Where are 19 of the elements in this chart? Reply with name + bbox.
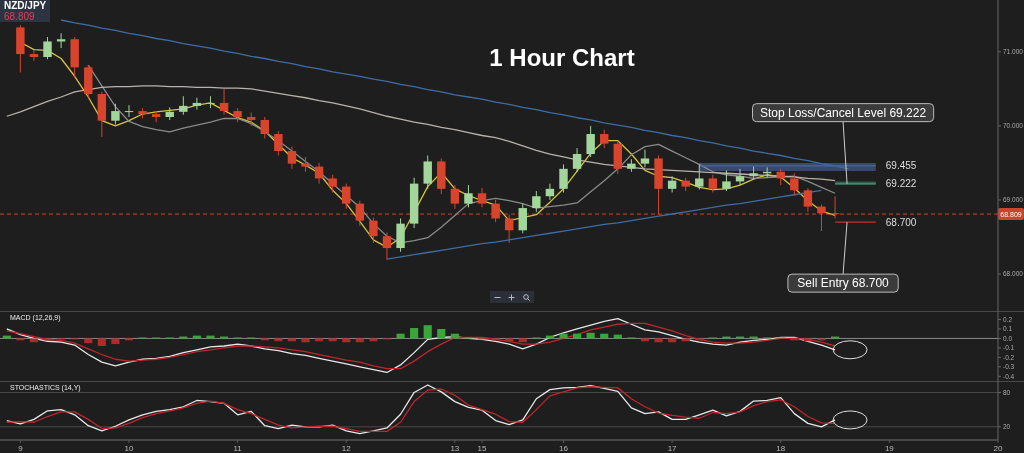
x-tick-label: 9 [18, 443, 24, 453]
annotation: Sell Entry 68.700 [797, 276, 890, 291]
x-tick-label: 16 [559, 443, 569, 453]
x-tick-label: 12 [341, 443, 352, 453]
x-tick-label: 18 [776, 443, 786, 453]
text: 1 Hour Chart [488, 44, 636, 72]
series-label: 69.455 [885, 160, 917, 172]
x-tick-label: 11 [233, 443, 243, 453]
chart-subtitle: NZD/JPY [4, 0, 47, 11]
annotation: 68.809 [4, 11, 36, 22]
annotation: Stop Loss/Cancel Level 69.222 [760, 105, 927, 120]
x-tick-label: 19 [884, 443, 895, 453]
x-tick-label: 13 [450, 443, 460, 453]
series-label: 68.700 [885, 216, 917, 228]
x-tick-label: 20 [993, 443, 1003, 453]
x-tick-label: 10 [124, 443, 134, 453]
series-label: 69.222 [885, 178, 917, 190]
x-tick-label: 15 [477, 443, 488, 453]
x-tick-label: 17 [667, 443, 678, 453]
